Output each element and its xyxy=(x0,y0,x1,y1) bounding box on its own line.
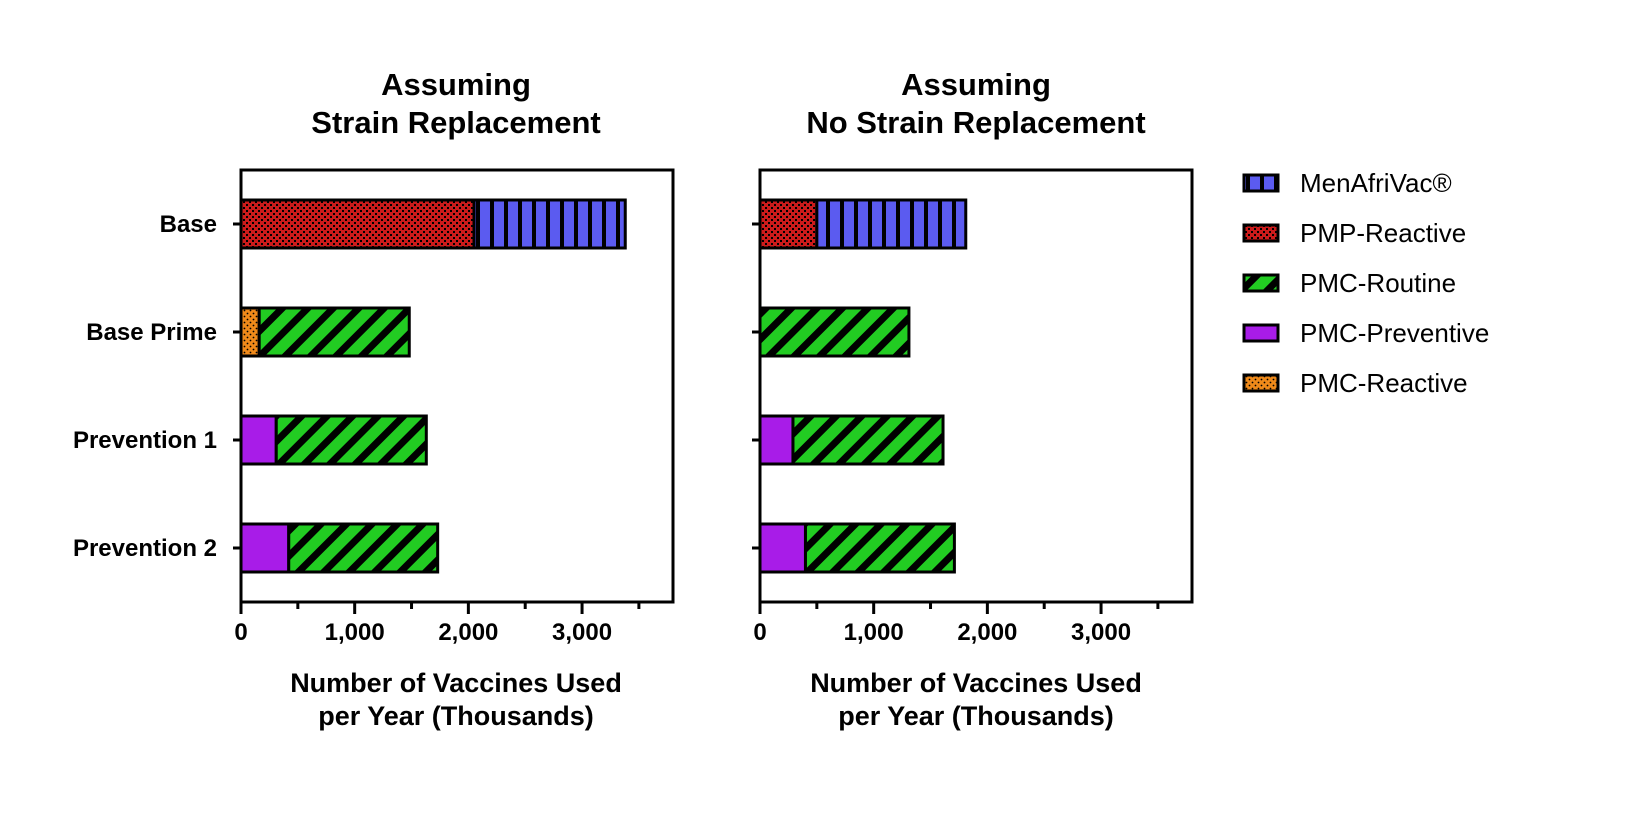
x-tick-label: 3,000 xyxy=(552,619,612,646)
x-tick-label: 3,000 xyxy=(1071,619,1131,646)
bar-segment-pmp-reactive xyxy=(239,198,476,250)
legend-swatch xyxy=(1242,373,1280,393)
legend-label: PMC-Reactive xyxy=(1300,368,1468,398)
bar-segment-pmc-preventive xyxy=(758,414,795,466)
bar-group-base-prime xyxy=(239,306,411,358)
bar-segment-menafrivac xyxy=(815,198,968,250)
bar-group-prevention-2 xyxy=(758,522,956,574)
legend-item-pmc-preventive: PMC-Preventive xyxy=(1242,318,1489,348)
x-axis-label-line2: per Year (Thousands) xyxy=(838,701,1114,731)
x-tick-label: 2,000 xyxy=(957,619,1017,646)
chart-title-line1: Assuming xyxy=(901,67,1051,102)
bar-group-prevention-1 xyxy=(239,414,428,466)
bar-segment-pmc-routine xyxy=(803,522,956,574)
legend-label: MenAfriVac® xyxy=(1300,168,1452,198)
chart-title-line2: No Strain Replacement xyxy=(806,105,1145,140)
bar-group-prevention-1 xyxy=(758,414,945,466)
legend-swatch xyxy=(1242,273,1280,293)
category-label: Prevention 1 xyxy=(73,427,217,454)
legend-item-pmp-reactive: PMP-Reactive xyxy=(1242,218,1466,248)
bar-segment-pmc-routine xyxy=(274,414,428,466)
bar-segment-pmc-routine xyxy=(758,306,911,358)
legend-swatch xyxy=(1242,173,1280,193)
legend-swatch xyxy=(1242,323,1280,343)
legend-label: PMP-Reactive xyxy=(1300,218,1466,248)
x-axis-label-line1: Number of Vaccines Used xyxy=(290,668,622,698)
x-tick-label: 1,000 xyxy=(325,619,385,646)
x-axis-label-line2: per Year (Thousands) xyxy=(318,701,594,731)
bar-segment-pmc-routine xyxy=(257,306,411,358)
bar-segment-pmc-preventive xyxy=(239,414,278,466)
legend-item-pmc-reactive: PMC-Reactive xyxy=(1242,368,1468,398)
bar-segment-pmc-preventive xyxy=(239,522,291,574)
chart-title-line1: Assuming xyxy=(381,67,531,102)
x-tick-label: 2,000 xyxy=(438,619,498,646)
x-tick-label: 0 xyxy=(234,619,247,646)
legend: MenAfriVac® PMP-Reactive PMC-Routine PMC-Pr… xyxy=(1242,168,1489,398)
legend-swatch xyxy=(1242,223,1280,243)
bar-group-prevention-2 xyxy=(239,522,440,574)
bar-segment-pmp-reactive xyxy=(758,198,819,250)
category-label: Prevention 2 xyxy=(73,535,217,562)
x-axis-label-line1: Number of Vaccines Used xyxy=(810,668,1142,698)
x-tick-label: 0 xyxy=(753,619,766,646)
category-label: Base Prime xyxy=(86,319,217,346)
bar-segment-pmc-reactive xyxy=(239,306,261,358)
bar-segment-pmc-routine xyxy=(791,414,945,466)
legend-label: PMC-Routine xyxy=(1300,268,1456,298)
legend-item-pmc-routine: PMC-Routine xyxy=(1242,268,1456,298)
x-tick-label: 1,000 xyxy=(844,619,904,646)
bar-group-base xyxy=(239,198,627,250)
plot-area: 0 1,000 2,000 3,000 xyxy=(752,168,1194,646)
legend-item-menafrivac: MenAfriVac® xyxy=(1242,168,1452,198)
plot-frame xyxy=(758,168,1194,604)
plot-frame xyxy=(239,168,675,604)
bar-segment-menafrivac xyxy=(472,198,627,250)
chart-panel-no-strain-replacement: Assuming No Strain Replacement 0 1,000 2,0… xyxy=(752,67,1194,731)
chart-title-line2: Strain Replacement xyxy=(311,105,600,140)
bar-segment-pmc-routine xyxy=(287,522,440,574)
legend-label: PMC-Preventive xyxy=(1300,318,1489,348)
bar-group-base xyxy=(758,198,968,250)
chart-panel-strain-replacement: Assuming Strain Replacement Base Base Pri… xyxy=(73,67,675,731)
category-label: Base xyxy=(160,211,217,238)
bar-segment-pmc-preventive xyxy=(758,522,807,574)
bar-group-base-prime xyxy=(758,306,911,358)
plot-area: Base Base Prime Prevention 1 Prevention 2 0 1… xyxy=(73,168,675,646)
